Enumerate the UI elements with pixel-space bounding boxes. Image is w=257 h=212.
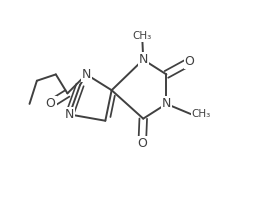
Text: N: N	[162, 97, 171, 110]
Text: CH₃: CH₃	[192, 109, 211, 119]
Text: O: O	[137, 137, 147, 150]
Text: N: N	[65, 108, 74, 121]
Text: CH₃: CH₃	[133, 32, 152, 42]
Text: N: N	[82, 68, 91, 81]
Text: O: O	[46, 97, 56, 110]
Text: N: N	[139, 53, 148, 66]
Text: O: O	[185, 55, 195, 68]
